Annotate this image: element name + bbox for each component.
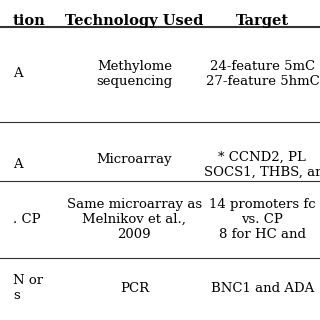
Text: A: A xyxy=(13,158,22,171)
Text: 14 promoters fc
vs. CP
8 for HC and: 14 promoters fc vs. CP 8 for HC and xyxy=(209,198,316,241)
Text: . CP: . CP xyxy=(13,213,40,226)
Text: Methylome
sequencing: Methylome sequencing xyxy=(96,60,172,88)
Text: * CCND2, PL
SOCS1, THBS, ar: * CCND2, PL SOCS1, THBS, ar xyxy=(204,151,320,179)
Text: N or
s: N or s xyxy=(13,274,43,302)
Text: tion: tion xyxy=(13,14,45,28)
Text: Technology Used: Technology Used xyxy=(65,14,204,28)
Text: 24-feature 5mC
27-feature 5hmC: 24-feature 5mC 27-feature 5hmC xyxy=(205,60,319,88)
Text: Same microarray as
Melnikov et al.,
2009: Same microarray as Melnikov et al., 2009 xyxy=(67,198,202,241)
Text: Microarray: Microarray xyxy=(97,154,172,166)
Text: BNC1 and ADA: BNC1 and ADA xyxy=(211,282,314,294)
Text: PCR: PCR xyxy=(120,282,149,294)
Text: Target: Target xyxy=(236,14,289,28)
Text: A: A xyxy=(13,67,22,80)
